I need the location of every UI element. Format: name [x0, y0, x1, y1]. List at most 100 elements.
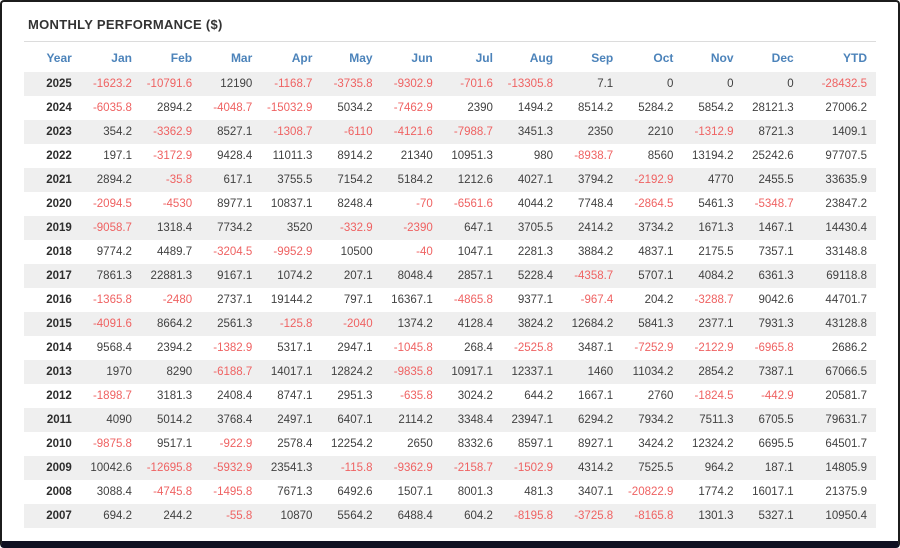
value-cell: -5932.9: [213, 462, 253, 474]
value-cell: 2377.1: [698, 318, 734, 330]
value-cell: -2480: [162, 294, 193, 306]
value-cell: 1318.4: [156, 222, 193, 234]
value-cell: 8664.2: [156, 318, 193, 330]
value-cell: 3884.2: [578, 246, 614, 258]
value-cell: 694.2: [103, 510, 132, 522]
value-cell: 4489.7: [156, 246, 193, 258]
table-row: 2016 -1365.8 -2480 2737.1 19144.2 797.1 16367.…: [24, 288, 876, 312]
value-cell: -9058.7: [92, 222, 132, 234]
value-cell: 4837.1: [638, 246, 674, 258]
value-cell: -8938.7: [574, 150, 614, 162]
value-cell: -1495.8: [213, 486, 253, 498]
value-cell: -1365.8: [92, 294, 132, 306]
year-cell: 2008: [46, 486, 72, 498]
value-cell: 1671.3: [698, 222, 734, 234]
value-cell: 8514.2: [578, 102, 614, 114]
value-cell: 4084.2: [698, 270, 734, 282]
value-cell: -4091.6: [92, 318, 132, 330]
value-cell: 8332.6: [457, 438, 493, 450]
value-cell: 7511.3: [699, 414, 734, 426]
year-cell: 2007: [46, 510, 72, 522]
value-cell: 20581.7: [825, 390, 867, 402]
value-cell: 1301.3: [698, 510, 734, 522]
value-cell: 9377.1: [517, 294, 554, 306]
value-cell: -28432.5: [821, 78, 867, 90]
value-cell: -2122.9: [694, 342, 734, 354]
value-cell: 3424.2: [638, 438, 674, 450]
value-cell: 3520: [286, 222, 313, 234]
value-cell: 8290: [166, 366, 193, 378]
value-cell: 7525.5: [638, 462, 674, 474]
value-cell: 644.2: [524, 390, 554, 402]
value-cell: 8248.4: [337, 198, 373, 210]
value-cell: 3181.3: [156, 390, 193, 402]
value-cell: 1467.1: [758, 222, 794, 234]
value-cell: 7861.3: [96, 270, 132, 282]
value-cell: 69118.8: [826, 270, 867, 282]
value-cell: 6407.1: [337, 414, 373, 426]
table-row: 2022 197.1 -3172.9 9428.4 11011.3 8914.2 21340…: [24, 144, 876, 168]
title-divider: [24, 41, 876, 42]
value-cell: -1168.7: [274, 78, 313, 90]
value-cell: 10917.1: [451, 366, 493, 378]
table-row: 2023 354.2 -3362.9 8527.1 -1308.7 -6110 -4121.…: [24, 120, 876, 144]
value-cell: -12695.8: [146, 462, 193, 474]
column-header-year: Year: [46, 51, 72, 65]
value-cell: 2455.5: [758, 174, 794, 186]
value-cell: -1312.9: [694, 126, 734, 138]
year-cell: 2019: [46, 222, 72, 234]
value-cell: 12190: [220, 78, 253, 90]
value-cell: 4090: [106, 414, 132, 426]
value-cell: 268.4: [464, 342, 493, 354]
table-row: 2007 694.2 244.2 -55.8 10870 5564.2 6488.4 604.…: [24, 504, 876, 528]
table-row: 2012 -1898.7 3181.3 2408.4 8747.1 2951.3 -635.…: [24, 384, 876, 408]
year-cell: 2021: [46, 174, 72, 186]
value-cell: 1970: [106, 366, 132, 378]
year-cell: 2022: [46, 150, 72, 162]
value-cell: 5707.1: [638, 270, 674, 282]
value-cell: 14430.4: [825, 222, 867, 234]
value-cell: 204.2: [644, 294, 674, 306]
value-cell: 8560: [647, 150, 674, 162]
value-cell: 12254.2: [331, 438, 373, 450]
value-cell: 3768.4: [217, 414, 253, 426]
value-cell: -6188.7: [213, 366, 253, 378]
value-cell: 2281.3: [517, 246, 554, 258]
value-cell: 4044.2: [517, 198, 554, 210]
value-cell: 3734.2: [638, 222, 674, 234]
value-cell: 1047.1: [457, 246, 493, 258]
value-cell: 2857.1: [457, 270, 493, 282]
value-cell: 7734.2: [217, 222, 253, 234]
value-cell: -2390: [403, 222, 433, 234]
column-header-ytd: YTD: [843, 51, 867, 65]
value-cell: -4358.7: [574, 270, 614, 282]
value-cell: 5184.2: [397, 174, 433, 186]
table-row: 2025 -1623.2 -10791.6 12190 -1168.7 -3735.8 -9…: [24, 72, 876, 96]
value-cell: 797.1: [343, 294, 373, 306]
value-cell: 9517.1: [156, 438, 193, 450]
value-cell: 22881.3: [150, 270, 193, 282]
value-cell: 2650: [407, 438, 433, 450]
value-cell: 8721.3: [758, 126, 794, 138]
value-cell: 1460: [587, 366, 614, 378]
value-cell: 3451.3: [517, 126, 554, 138]
value-cell: 8527.1: [217, 126, 253, 138]
value-cell: -4121.6: [393, 126, 433, 138]
value-cell: 3024.2: [457, 390, 493, 402]
value-cell: 12684.2: [571, 318, 614, 330]
table-row: 2008 3088.4 -4745.8 -1495.8 7671.3 6492.6 1507…: [24, 480, 876, 504]
value-cell: 10870: [280, 510, 313, 522]
year-cell: 2024: [46, 102, 72, 114]
value-cell: 1494.2: [517, 102, 554, 114]
value-cell: -6561.6: [453, 198, 493, 210]
value-cell: 8001.3: [457, 486, 493, 498]
table-row: 2021 2894.2 -35.8 617.1 3755.5 7154.2 5184.2 12…: [24, 168, 876, 192]
value-cell: 7154.2: [337, 174, 373, 186]
value-cell: 33635.9: [825, 174, 867, 186]
column-header-dec: Dec: [771, 51, 794, 65]
column-header-sep: Sep: [591, 51, 614, 65]
table-row: 2010 -9875.8 9517.1 -922.9 2578.4 12254.2 2650…: [24, 432, 876, 456]
year-cell: 2009: [46, 462, 72, 474]
value-cell: -15032.9: [267, 102, 313, 114]
year-cell: 2020: [46, 198, 72, 210]
